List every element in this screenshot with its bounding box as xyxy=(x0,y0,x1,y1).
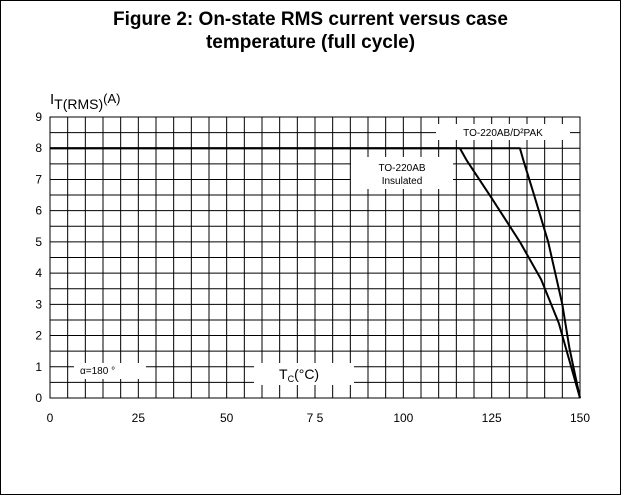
figure-title-line2: temperature (full cycle) xyxy=(205,32,416,53)
legend-box-2 xyxy=(351,157,453,189)
x-axis-label: TC(°C) xyxy=(279,366,319,384)
x-tick-label: 125 xyxy=(482,411,502,425)
y-axis-label: IT(RMS)(A) xyxy=(50,91,121,112)
y-tick-label: 7 xyxy=(35,172,42,186)
legend-label-2-line2: Insulated xyxy=(382,176,423,187)
y-tick-label: 6 xyxy=(35,204,42,218)
legend-labels: TO-220AB/D²PAK TO-220AB Insulated xyxy=(351,124,570,189)
legend-label-1: TO-220AB/D²PAK xyxy=(463,128,543,139)
x-axis-label-main: T xyxy=(279,366,288,382)
y-axis-label-unit: (A) xyxy=(103,91,120,106)
legend-label-2-line1: TO-220AB xyxy=(378,163,425,174)
y-tick-label: 2 xyxy=(35,329,42,343)
figure-title: Figure 2: On-state RMS current versus ca… xyxy=(0,8,621,54)
figure-title-line1: Figure 2: On-state RMS current versus ca… xyxy=(113,9,508,30)
y-axis-label-sub: T(RMS) xyxy=(54,96,103,112)
conduction-angle-box: α=180 ° xyxy=(74,363,146,379)
x-axis-label-unit: (°C) xyxy=(294,366,319,382)
x-axis-label-sub: C xyxy=(288,374,295,384)
conduction-angle-label: α=180 ° xyxy=(80,366,115,377)
x-tick-label: 7 5 xyxy=(307,411,324,425)
y-tick-label: 1 xyxy=(35,360,42,374)
series-line-2 xyxy=(50,147,581,399)
y-tick-label: 8 xyxy=(35,141,42,155)
y-tick-label: 0 xyxy=(35,391,42,405)
plot-border xyxy=(49,116,581,399)
x-tick-label: 50 xyxy=(220,411,234,425)
legend-box-1 xyxy=(436,124,570,140)
x-tick-label: 0 xyxy=(47,411,54,425)
tick-labels: 0 1 2 3 4 5 6 7 8 9 0 25 50 7 5 100 125 150 xyxy=(35,110,590,425)
series-line-1 xyxy=(50,147,581,399)
series-lines xyxy=(50,147,581,399)
x-axis-label-box: TC(°C) xyxy=(254,363,354,385)
y-tick-label: 5 xyxy=(35,235,42,249)
grid xyxy=(49,116,581,399)
x-tick-label: 25 xyxy=(132,411,146,425)
y-tick-label: 3 xyxy=(35,297,42,311)
y-tick-label: 9 xyxy=(35,110,42,124)
y-axis-label-main: I xyxy=(50,91,54,108)
y-tick-label: 4 xyxy=(35,266,42,280)
x-tick-label: 150 xyxy=(570,411,590,425)
x-tick-label: 100 xyxy=(393,411,413,425)
